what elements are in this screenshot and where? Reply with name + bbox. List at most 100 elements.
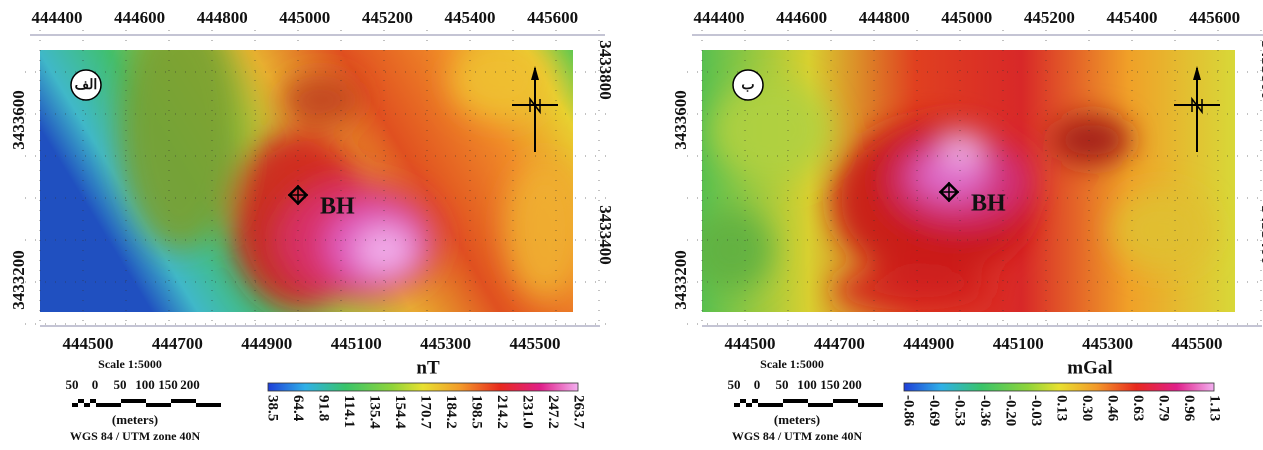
colorbar-label: -0.20 bbox=[1003, 395, 1019, 426]
bottom-tick-label: 445300 bbox=[420, 334, 471, 353]
colorbar-title: mGal bbox=[1067, 357, 1112, 378]
bottom-tick-label: 444500 bbox=[63, 334, 114, 353]
scale-tick-label: 50 bbox=[66, 377, 79, 392]
scale-bar-segment bbox=[808, 403, 833, 407]
scale-bar-segment bbox=[121, 399, 146, 403]
left-tick-label: 3433200 bbox=[9, 250, 28, 310]
colorbar-label: -0.53 bbox=[952, 395, 968, 426]
top-tick-label: 444400 bbox=[32, 8, 83, 27]
top-tick-label: 444800 bbox=[859, 8, 910, 27]
top-tick-label: 445000 bbox=[941, 8, 992, 27]
scale-bar-segment bbox=[858, 403, 883, 407]
scale-bar-segment bbox=[146, 403, 171, 407]
scale-bar-segment bbox=[196, 403, 221, 407]
anomaly-blob bbox=[120, 10, 240, 250]
top-tick-label: 445600 bbox=[527, 8, 578, 27]
top-tick-label: 445400 bbox=[1107, 8, 1158, 27]
panel-label: الف bbox=[75, 78, 98, 93]
colorbar-label: -0.69 bbox=[926, 395, 942, 426]
top-tick-label: 444800 bbox=[197, 8, 248, 27]
bottom-tick-label: 445100 bbox=[331, 334, 382, 353]
colorbar-label: 0.96 bbox=[1181, 395, 1197, 422]
panel-label: ب bbox=[741, 78, 754, 93]
colorbar-label: 231.0 bbox=[520, 395, 536, 429]
map-raster bbox=[40, 10, 585, 312]
anomaly-blob bbox=[357, 228, 413, 272]
right-tick-label: 3433800 bbox=[1258, 40, 1263, 100]
scale-text: Scale 1:5000 bbox=[760, 357, 824, 371]
colorbar-title: nT bbox=[416, 357, 440, 378]
scale-bar-segment bbox=[171, 399, 196, 403]
scale-bar-segment bbox=[746, 403, 752, 407]
right-tick-label: 3433400 bbox=[596, 205, 615, 265]
bottom-tick-label: 445300 bbox=[1082, 334, 1133, 353]
scale-bar-segment bbox=[90, 399, 96, 403]
scale-tick-label: 0 bbox=[92, 377, 99, 392]
colorbar-label: 154.4 bbox=[392, 395, 408, 429]
anomaly-blob bbox=[832, 270, 992, 310]
borehole-label: BH bbox=[320, 194, 355, 220]
bottom-tick-label: 444900 bbox=[241, 334, 292, 353]
colorbar-label: 0.79 bbox=[1156, 395, 1172, 421]
anomaly-blob bbox=[942, 135, 982, 165]
borehole-label: BH bbox=[971, 191, 1006, 217]
colorbar-label: 247.2 bbox=[545, 395, 561, 429]
figure: 444400 444600 444800 445000 445200 445400 4456… bbox=[0, 0, 1263, 450]
bottom-tick-label: 445500 bbox=[1172, 334, 1223, 353]
colorbar-label: 38.5 bbox=[265, 395, 281, 421]
scale-tick-label: 150 bbox=[820, 377, 840, 392]
colorbar-label: -0.03 bbox=[1028, 395, 1044, 426]
scale-bar-segment bbox=[758, 403, 783, 407]
scale-bar-segment bbox=[752, 399, 758, 403]
scale-tick-label: 50 bbox=[114, 377, 127, 392]
anomaly-blob bbox=[692, 210, 772, 290]
colorbar-label: -0.86 bbox=[901, 395, 917, 427]
projection-text: WGS 84 / UTM zone 40N bbox=[732, 429, 863, 443]
anomaly-blob bbox=[505, 160, 585, 300]
top-tick-label: 444600 bbox=[114, 8, 165, 27]
left-tick-label: 3433600 bbox=[671, 90, 690, 150]
map-panel: 444400 444600 444800 445000 445200 445400 4456… bbox=[9, 8, 615, 443]
scale-tick-label: 200 bbox=[180, 377, 200, 392]
top-tick-label: 445200 bbox=[362, 8, 413, 27]
bottom-tick-label: 444700 bbox=[152, 334, 203, 353]
bottom-tick-label: 444900 bbox=[903, 334, 954, 353]
colorbar-label: -0.36 bbox=[977, 395, 993, 427]
top-tick-label: 444600 bbox=[776, 8, 827, 27]
right-tick-label: 3433800 bbox=[596, 40, 615, 100]
scale-unit: (meters) bbox=[112, 412, 158, 427]
scale-bar-segment bbox=[96, 403, 121, 407]
left-tick-label: 3433200 bbox=[671, 250, 690, 310]
scale-bar-segment bbox=[783, 399, 808, 403]
scale-text: Scale 1:5000 bbox=[98, 357, 162, 371]
colorbar-label: 198.5 bbox=[469, 395, 485, 429]
colorbar-label: 0.63 bbox=[1130, 395, 1146, 421]
anomaly-blob bbox=[712, 80, 832, 180]
colorbar-label: 91.8 bbox=[316, 395, 332, 421]
colorbar-label: 0.13 bbox=[1054, 395, 1070, 421]
top-tick-label: 445400 bbox=[445, 8, 496, 27]
scale-tick-label: 0 bbox=[754, 377, 761, 392]
colorbar-label: 214.2 bbox=[494, 395, 510, 429]
left-tick-label: 3433600 bbox=[9, 90, 28, 150]
anomaly-blob bbox=[1052, 115, 1132, 165]
right-tick-label: 3433400 bbox=[1258, 205, 1263, 265]
scale-tick-label: 50 bbox=[776, 377, 789, 392]
bottom-tick-label: 444500 bbox=[725, 334, 776, 353]
scale-bar-segment bbox=[734, 403, 740, 407]
colorbar-label: 114.1 bbox=[341, 395, 357, 428]
colorbar-label: 0.46 bbox=[1105, 395, 1121, 422]
bottom-tick-label: 445100 bbox=[993, 334, 1044, 353]
colorbar bbox=[904, 383, 1214, 391]
scale-tick-label: 150 bbox=[158, 377, 178, 392]
scale-tick-label: 100 bbox=[135, 377, 155, 392]
scale-bar-segment bbox=[84, 403, 90, 407]
scale-bar-segment bbox=[740, 399, 746, 403]
top-tick-label: 445000 bbox=[279, 8, 330, 27]
colorbar-label: 135.4 bbox=[367, 395, 383, 429]
colorbar-label: 184.2 bbox=[443, 395, 459, 429]
anomaly-blob bbox=[280, 75, 360, 125]
scale-tick-label: 100 bbox=[797, 377, 817, 392]
top-tick-label: 444400 bbox=[694, 8, 745, 27]
